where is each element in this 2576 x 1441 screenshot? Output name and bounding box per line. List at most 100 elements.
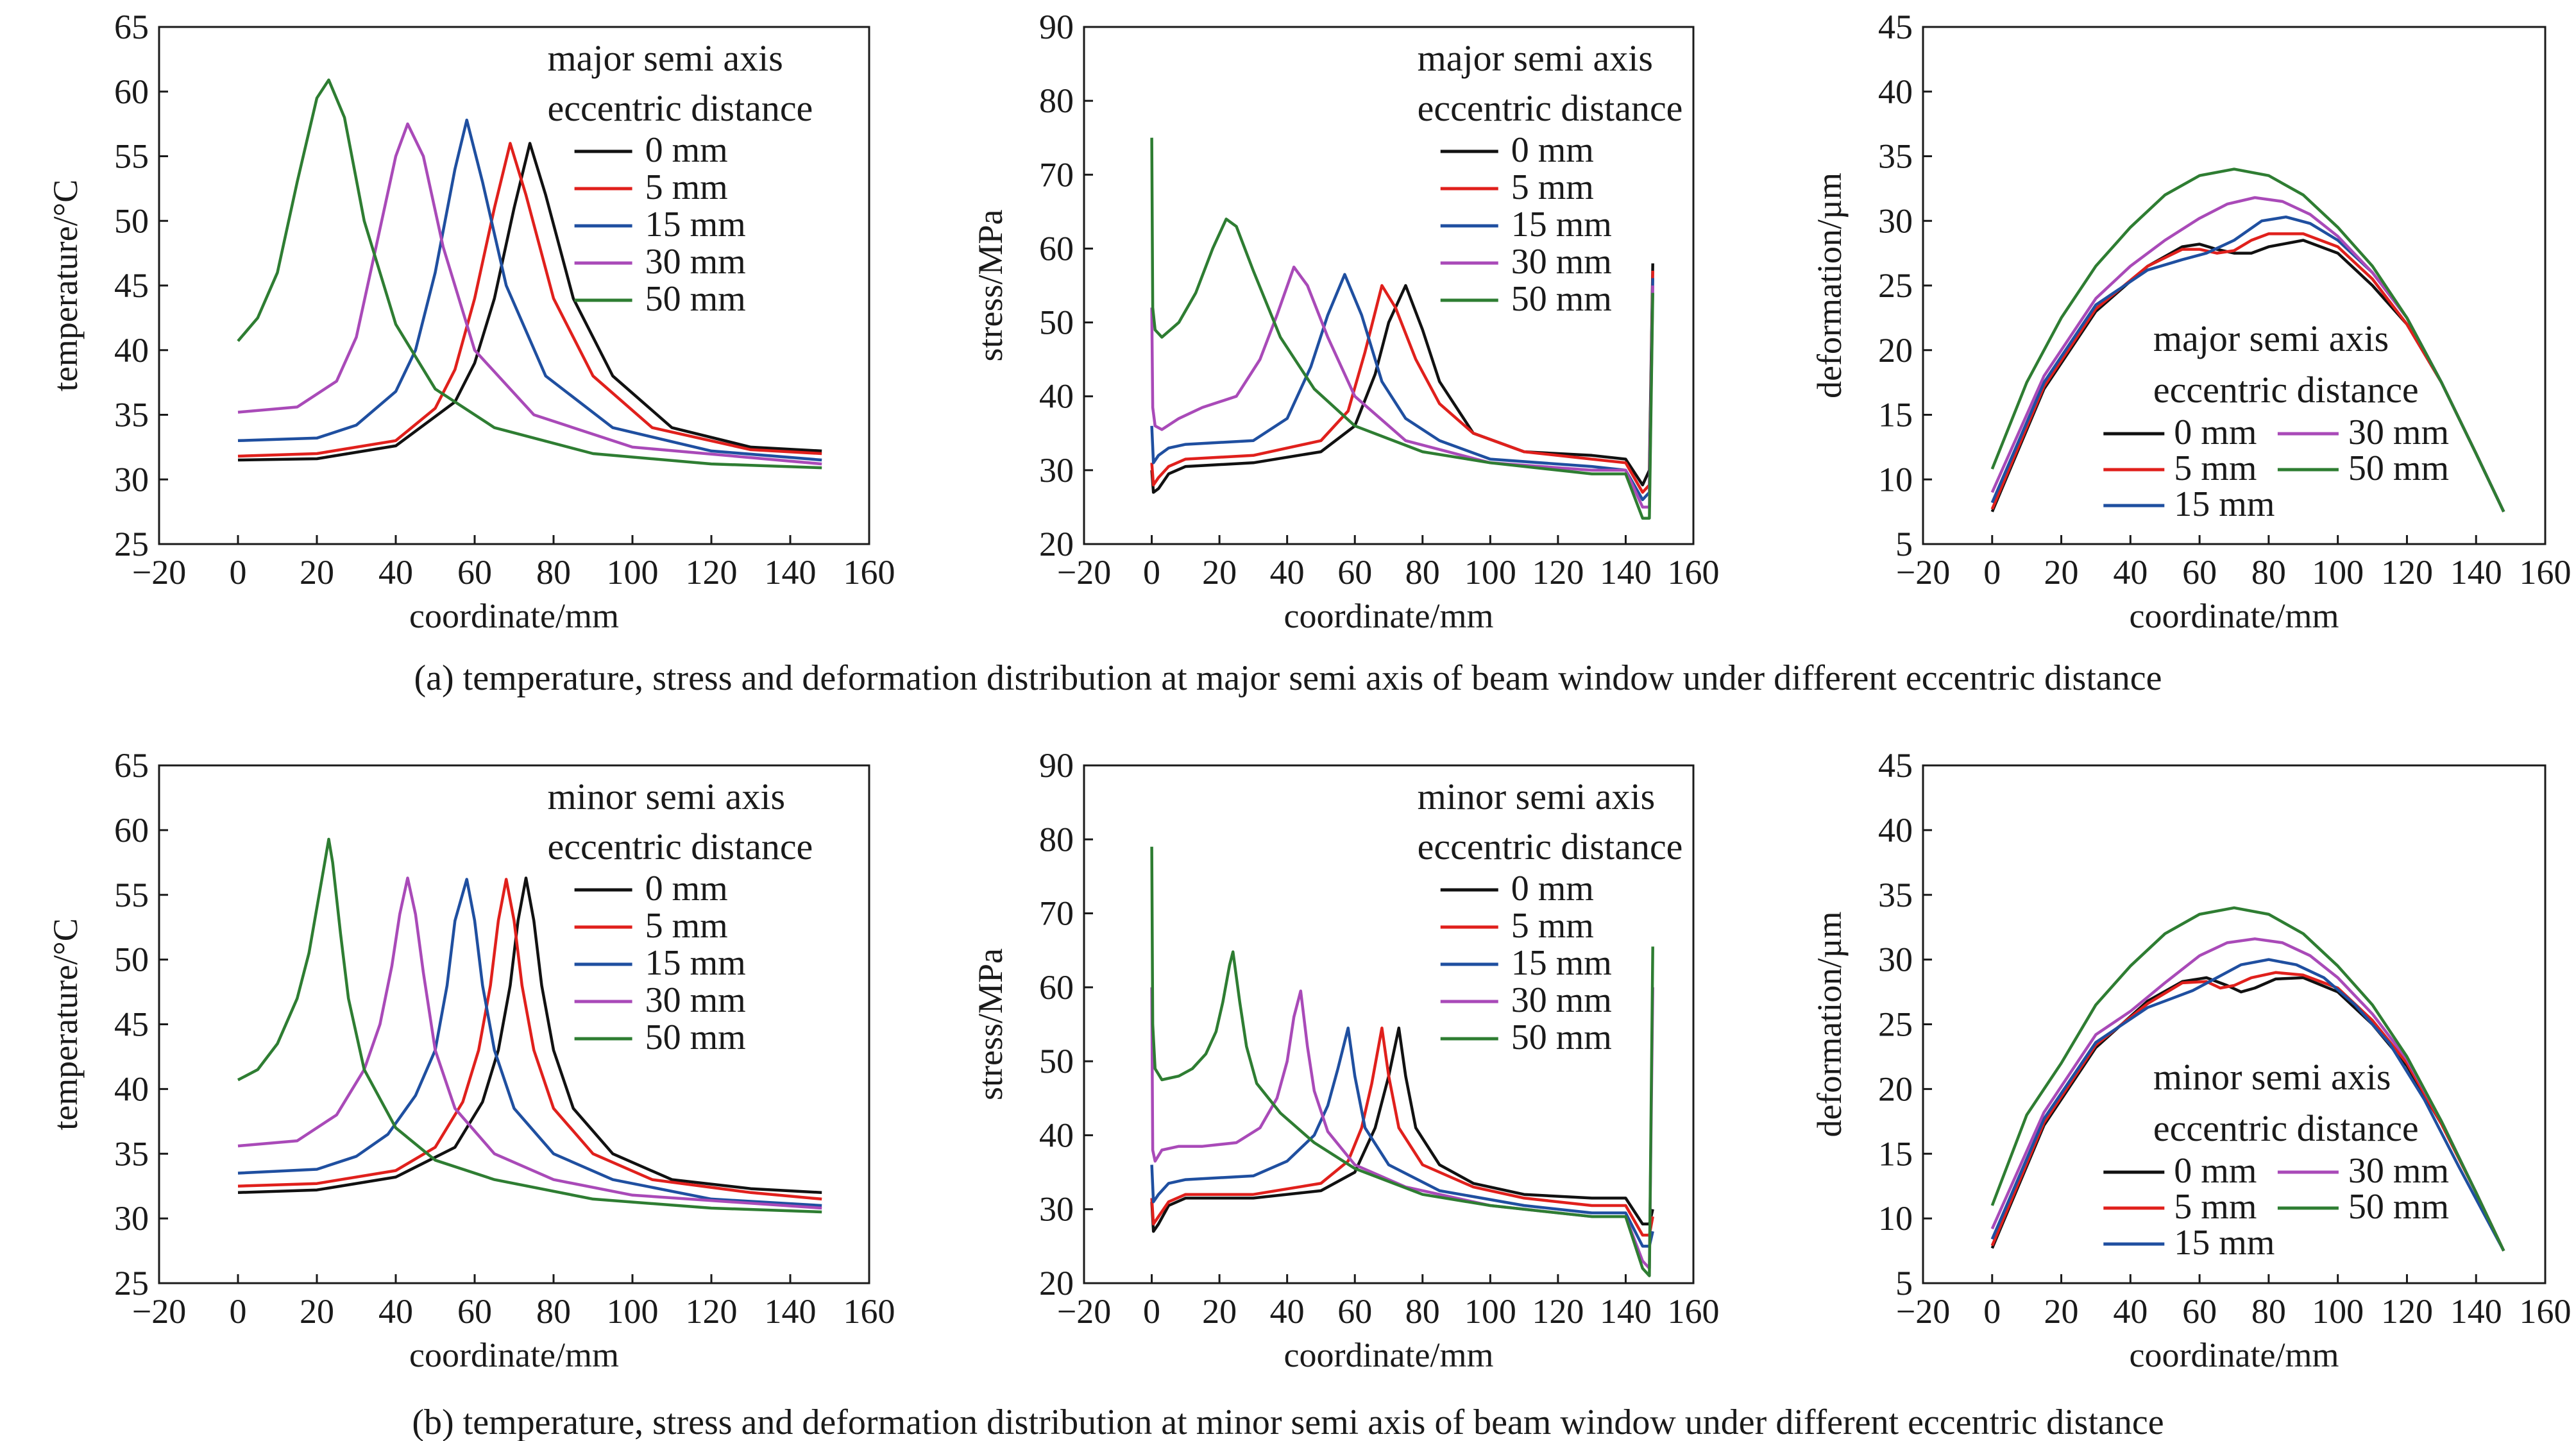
series-line-30mm (1150, 265, 1654, 509)
legend-label: 5 mm (1511, 906, 1594, 946)
x-tick-label: 160 (843, 1292, 895, 1331)
x-tick-label: 140 (1600, 553, 1652, 592)
y-tick-label: 10 (1878, 460, 1913, 499)
series-line-50mm (1150, 137, 1654, 520)
y-tick-label: 80 (1039, 820, 1074, 858)
y-tick-label: 40 (1878, 811, 1913, 849)
legend-label: 5 mm (2174, 1187, 2257, 1227)
y-tick-label: 50 (114, 941, 149, 979)
legend-label: 30 mm (2348, 1151, 2449, 1191)
x-axis-label: coordinate/mm (2130, 597, 2339, 635)
y-tick-label: 50 (1039, 1042, 1074, 1080)
chart-a-temperature: −20 0 20 40 60 80 100 120 140 160 25 30 35 40 45 50 55 60… (46, 8, 895, 635)
legend-title: eccentric distance (2153, 1107, 2419, 1149)
series-line-50mm (1990, 906, 2505, 1252)
x-tick-label: 160 (843, 553, 895, 592)
x-tick-label: 160 (1668, 553, 1720, 592)
x-axis-label: coordinate/mm (409, 1336, 619, 1374)
x-tick-label: 0 (1143, 553, 1160, 592)
y-tick-label: 60 (1039, 229, 1074, 268)
x-tick-label: 140 (1600, 1292, 1652, 1331)
legend-label: 15 mm (645, 943, 746, 983)
legend-label: 5 mm (1511, 167, 1594, 207)
series-line-50mm (1990, 167, 2505, 513)
y-tick-label: 25 (114, 525, 149, 563)
x-axis-label: coordinate/mm (409, 597, 619, 635)
chart-b-temperature: −20 0 20 40 60 80 100 120 140 160 25 30 35 40 45 50 55 60… (46, 746, 895, 1374)
legend-title: eccentric distance (548, 87, 813, 129)
x-tick-label: 20 (2044, 553, 2079, 592)
series-line-50mm (237, 78, 822, 470)
x-tick-label: 120 (2381, 1292, 2433, 1331)
legend-title: eccentric distance (2153, 369, 2419, 411)
y-tick-label: 90 (1039, 746, 1074, 785)
legend-label: 30 mm (2348, 413, 2449, 452)
y-tick-label: 65 (114, 8, 149, 46)
x-tick-label: 80 (536, 1292, 571, 1331)
legend-title: minor semi axis (2153, 1056, 2391, 1098)
x-tick-label: 120 (1532, 553, 1584, 592)
x-tick-label: 140 (2450, 1292, 2502, 1331)
legend-label: 50 mm (1511, 279, 1612, 319)
x-tick-label: 20 (2044, 1292, 2079, 1331)
x-tick-label: 40 (2113, 1292, 2148, 1331)
x-tick-label: 140 (765, 553, 817, 592)
y-tick-label: 30 (1039, 451, 1074, 490)
x-tick-label: −20 (1896, 553, 1950, 592)
x-tick-label: 140 (2450, 553, 2502, 592)
x-tick-label: −20 (1057, 553, 1111, 592)
legend-label: 30 mm (645, 980, 746, 1020)
x-tick-label: 60 (2182, 1292, 2217, 1331)
x-tick-label: 60 (1337, 1292, 1372, 1331)
x-tick-label: −20 (132, 1292, 186, 1331)
legend-label: 15 mm (645, 205, 746, 244)
series-line-0mm (237, 876, 822, 1195)
x-tick-label: 20 (300, 553, 334, 592)
x-axis-label: coordinate/mm (1284, 1336, 1494, 1374)
series-line-15mm (1990, 958, 2505, 1252)
series-line-50mm (237, 837, 822, 1214)
y-tick-label: 60 (114, 811, 149, 849)
legend-title: eccentric distance (1418, 87, 1683, 129)
x-tick-label: 160 (2520, 553, 2572, 592)
y-tick-label: 30 (114, 1199, 149, 1238)
x-tick-label: 120 (1532, 1292, 1584, 1331)
legend-title: major semi axis (1418, 37, 1653, 79)
x-tick-label: 20 (300, 1292, 334, 1331)
y-tick-label: 15 (1878, 1134, 1913, 1173)
x-tick-label: −20 (132, 553, 186, 592)
legend-title: major semi axis (2153, 318, 2389, 359)
y-axis-label: deformation/µm (1810, 173, 1849, 398)
x-tick-label: 80 (536, 553, 571, 592)
legend-label: 5 mm (645, 906, 728, 946)
legend-label: 50 mm (1511, 1018, 1612, 1057)
legend-label: 0 mm (1511, 869, 1594, 908)
x-tick-label: 100 (2312, 553, 2364, 592)
y-tick-label: 70 (1039, 894, 1074, 933)
x-tick-label: 40 (378, 1292, 413, 1331)
x-axis-label: coordinate/mm (2130, 1336, 2339, 1374)
series-line-15mm (1150, 1027, 1654, 1248)
y-tick-label: 30 (114, 460, 149, 499)
y-tick-label: 45 (1878, 8, 1913, 46)
x-tick-label: 60 (457, 1292, 492, 1331)
chart-a-stress: −20 0 20 40 60 80 100 120 140 160 20 30 40 50 60 70 80 90… (971, 8, 1720, 635)
y-tick-label: 20 (1039, 525, 1074, 563)
series-line-30mm (237, 122, 822, 466)
y-tick-label: 30 (1039, 1190, 1074, 1229)
x-tick-label: 20 (1202, 553, 1237, 592)
legend-label: 50 mm (2348, 448, 2449, 488)
y-tick-label: 25 (1878, 1005, 1913, 1044)
x-tick-label: −20 (1896, 1292, 1950, 1331)
legend-label: 0 mm (645, 869, 728, 908)
y-tick-label: 25 (1878, 266, 1913, 305)
y-axis-label: stress/MPa (971, 948, 1010, 1100)
x-tick-label: 0 (1983, 1292, 2001, 1331)
legend-label: 15 mm (1511, 205, 1612, 244)
y-tick-label: 20 (1878, 1070, 1913, 1108)
y-tick-label: 60 (114, 72, 149, 111)
x-tick-label: 100 (2312, 1292, 2364, 1331)
